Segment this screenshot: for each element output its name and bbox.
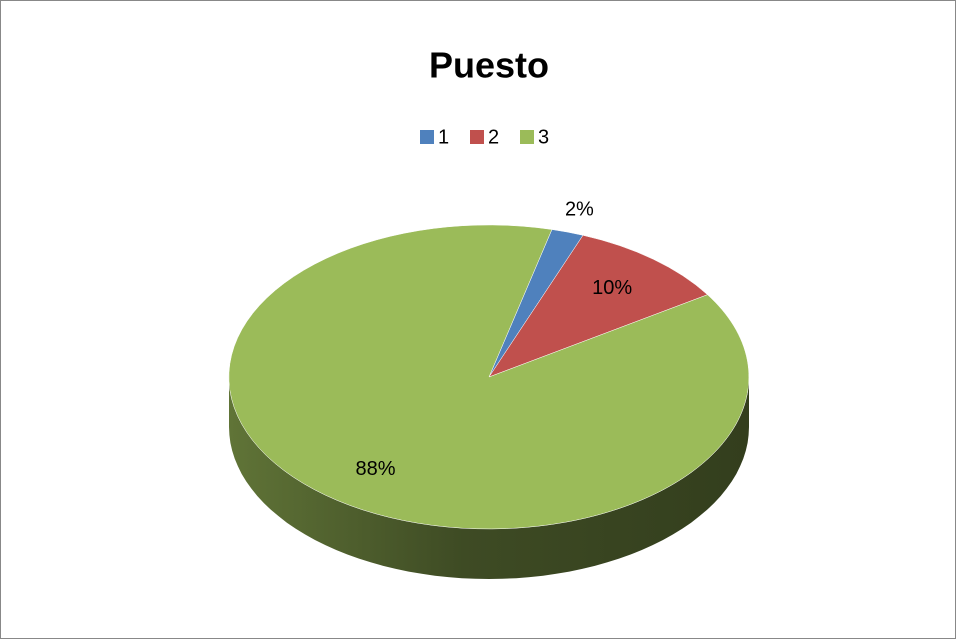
- chart-title: Puesto: [429, 45, 549, 86]
- legend-label: 1: [438, 126, 449, 148]
- legend-label: 3: [538, 126, 549, 148]
- data-label: 88%: [355, 458, 395, 480]
- data-label: 2%: [565, 199, 594, 221]
- legend-swatch: [520, 130, 534, 144]
- pie-slice: [228, 224, 750, 530]
- pie-sides: [229, 377, 749, 579]
- data-label: 10%: [592, 277, 632, 299]
- legend-swatch: [470, 130, 484, 144]
- pie-side: [229, 377, 749, 579]
- legend-swatch: [420, 130, 434, 144]
- legend-label: 2: [488, 126, 499, 148]
- pie-slice: [488, 235, 708, 378]
